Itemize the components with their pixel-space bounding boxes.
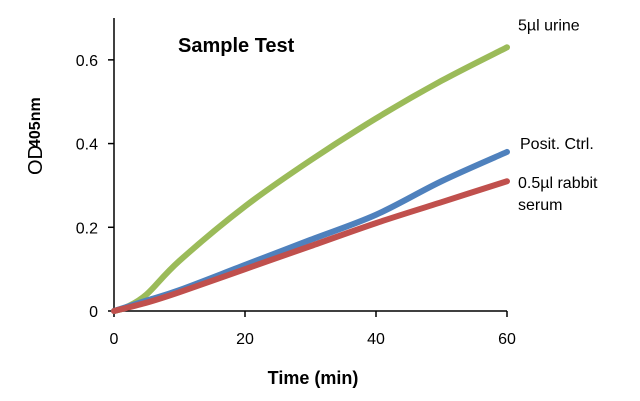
y-axis-subscript: 405nm [27,97,44,148]
y-tick-label: 0.4 [76,137,98,154]
series-label-rabbit-serum: 0.5µl rabbit [518,175,598,192]
y-axis-label: OD 405nm [25,97,47,175]
series-label-urine: 5µl urine [518,17,580,34]
y-tick-label: 0.6 [76,53,98,70]
series-line-posit-ctrl [111,148,510,314]
series-label-rabbit-serum: serum [518,197,562,214]
y-axis-title: OD [25,145,47,175]
x-tick-label: 20 [236,331,254,348]
series-labels: 5µl urine Posit. Ctrl. 0.5µl rabbit serum [518,17,598,214]
x-tick-label: 60 [498,331,516,348]
y-tick-label: 0.2 [76,220,98,237]
x-tick-label: 40 [367,331,385,348]
tick-labels: 0 0.2 0.4 0.6 0 20 40 60 [76,53,516,348]
series-label-posit-ctrl: Posit. Ctrl. [520,136,594,153]
chart-title: Sample Test [178,35,295,57]
x-tick-label: 0 [110,331,119,348]
x-axis-title: Time (min) [268,368,359,388]
series-line-rabbit-serum [111,178,510,314]
y-tick-label: 0 [89,304,98,321]
series-lines [111,44,510,314]
axes [108,18,508,317]
